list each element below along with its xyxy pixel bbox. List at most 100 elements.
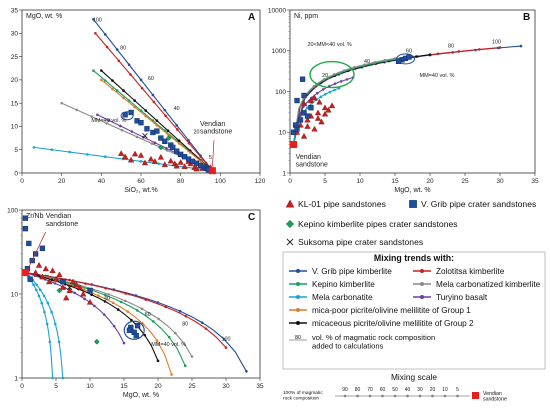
mixing-percent-label: 100 xyxy=(93,18,102,24)
mixing-point-grib xyxy=(139,78,143,82)
legend-label-turyino: Turyino basalt xyxy=(436,293,488,302)
grib-point xyxy=(304,113,311,119)
mixing-point-mela_carbonatite xyxy=(39,288,42,292)
mixing-point-micaceous xyxy=(143,333,147,337)
mixing-point-mela_carb_kimb xyxy=(105,122,109,125)
mixing-point-micaceous xyxy=(415,55,418,58)
mixing-point-micaceous xyxy=(166,129,170,132)
mixing-point-mica_poor xyxy=(144,114,148,118)
grib-point xyxy=(290,129,297,135)
legend-line-marker-turyino xyxy=(420,295,424,299)
mixing-point-mela_carbonatite xyxy=(37,294,41,298)
mixing-point-zolotitsa xyxy=(164,114,167,118)
kl01-point xyxy=(161,161,168,168)
mixing-point-mela_carbonatite xyxy=(68,150,71,154)
kl01-point xyxy=(35,262,43,268)
mixing-point-turyino xyxy=(345,78,349,81)
kl01-point xyxy=(52,275,60,282)
y-tick-label: 1 xyxy=(282,170,286,177)
kepino-point xyxy=(93,338,100,345)
vendian-endpoint xyxy=(21,269,29,277)
mixing-point-zolotitsa xyxy=(140,86,144,90)
mixing-scale-tick: 70 xyxy=(367,387,373,393)
mixing-scale-dot xyxy=(393,394,397,398)
mixing-point-mela_carb_kimb xyxy=(90,115,94,118)
x-tick-label: 35 xyxy=(531,178,539,185)
mixing-point-mela_carb_kimb xyxy=(174,331,177,335)
kl01-point xyxy=(137,152,145,158)
mixing-point-turyino xyxy=(102,313,106,316)
mixing-point-micaceous xyxy=(100,69,103,72)
mixing-point-mela_carbonatite xyxy=(305,106,309,110)
mixing-percent-label: 40 xyxy=(364,59,370,65)
mixing-point-turyino xyxy=(339,80,343,83)
x-tick-label: 20 xyxy=(58,178,66,185)
mixing-point-micaceous xyxy=(156,359,160,363)
y-tick-label: 1 xyxy=(14,375,18,382)
mm20-label: 20<MM<40 vol. % xyxy=(308,42,352,48)
mixing-point-mela_carbonatite xyxy=(54,322,57,326)
mixing-point-grib xyxy=(178,309,182,313)
mixing-scale-title: Mixing scale xyxy=(391,372,437,382)
mixing-point-mela_carb_kimb xyxy=(353,66,356,69)
mixing-point-mica_poor xyxy=(166,133,170,136)
mixing-point-mica_poor xyxy=(155,123,159,127)
x-axis-label: MgO, wt. % xyxy=(394,187,430,194)
grib-point xyxy=(174,148,180,154)
kl01-point xyxy=(300,100,308,107)
mixing-point-kepino xyxy=(127,99,131,102)
mixing-point-zolotitsa xyxy=(204,327,208,330)
mixing-point-grib xyxy=(245,370,248,373)
kl01-point xyxy=(173,162,180,169)
vendian-endpoint xyxy=(290,141,297,149)
x-tick-label: 30 xyxy=(496,178,504,185)
x-axis-label: SiO₂, wt.% xyxy=(124,187,157,194)
mixing-scale-right-label: Vendian sandstone xyxy=(483,391,507,403)
y-tick-label: 10 xyxy=(11,124,19,131)
grib-point xyxy=(297,117,304,123)
mixing-percent-label: 60 xyxy=(148,76,154,82)
mixing-point-mica_poor xyxy=(155,339,159,342)
mixing-point-grib xyxy=(187,139,190,142)
mixing-scale-dot xyxy=(368,394,372,398)
grib-point xyxy=(406,54,412,60)
x-tick-label: 25 xyxy=(461,178,469,185)
legend-label-zolotitsa: Zolotitsa kimberlite xyxy=(436,267,505,276)
legend-line-marker-mica_poor xyxy=(296,308,300,312)
mixing-percent-label: 80 xyxy=(182,322,188,328)
x-tick-label: 25 xyxy=(188,383,196,390)
kl01-point xyxy=(76,284,83,290)
mixing-line-kepino xyxy=(25,272,186,366)
legend-label-grib_kimb: V. Grib pipe kimberlite xyxy=(312,267,392,276)
mixing-scale-tick: 50 xyxy=(392,387,398,393)
mixing-point-micaceous xyxy=(50,278,54,282)
x-tick-label: 0 xyxy=(20,178,24,185)
mixing-scale-tick: 10 xyxy=(442,387,448,393)
mixing-point-turyino xyxy=(130,130,134,133)
mixing-point-grib xyxy=(151,93,155,97)
legend-line-marker-mela_carb_kimb xyxy=(420,282,424,286)
mixing-point-zolotitsa xyxy=(84,282,87,285)
mixing-point-micaceous xyxy=(177,139,181,142)
mixing-point-micaceous xyxy=(428,53,432,56)
suksoma-legend-marker xyxy=(286,238,294,246)
y-tick-label: 5 xyxy=(14,147,18,154)
kl01-point xyxy=(42,265,49,272)
mixing-point-mela_carb_kimb xyxy=(135,135,139,139)
kepino-pipes-legend-label: Kepino kimberlite pipes crater sandstone… xyxy=(298,219,458,229)
vendian-label: Vendian sandstone xyxy=(46,213,78,228)
mixing-point-turyino xyxy=(33,274,37,278)
mixing-percent-label: 20 xyxy=(322,73,328,79)
vol-note-number: 80 xyxy=(295,335,301,341)
mixing-point-mica_poor xyxy=(126,310,130,313)
grib-point xyxy=(395,58,402,64)
mixing-point-mela_carbonatite xyxy=(43,310,46,314)
mixing-point-zolotitsa xyxy=(457,50,461,53)
grib-point xyxy=(301,92,307,99)
mixing-point-turyino xyxy=(119,124,122,128)
kl01-point xyxy=(141,159,149,166)
mixing-point-kepino xyxy=(151,320,155,323)
mixing-point-mela_carb_kimb xyxy=(312,85,316,88)
mixing-point-mela_carbonatite xyxy=(50,148,54,152)
kl01-point xyxy=(325,106,332,113)
